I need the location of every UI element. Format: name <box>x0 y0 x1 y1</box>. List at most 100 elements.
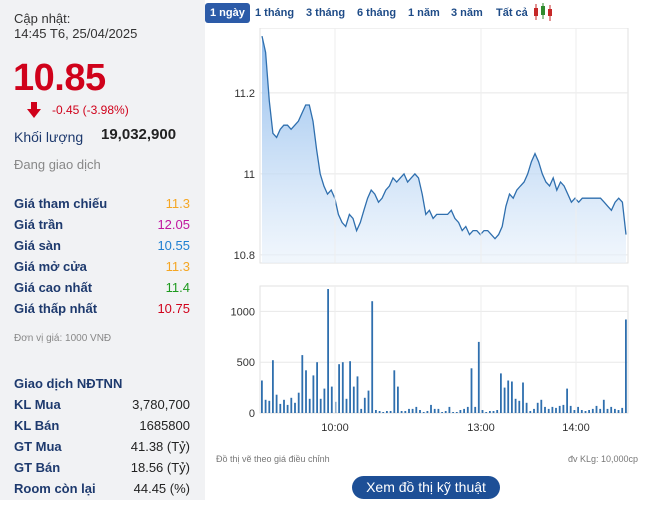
row-label: Giá tham chiếu <box>14 196 108 211</box>
volume-bar <box>580 410 583 413</box>
volume-bar <box>474 406 477 413</box>
row-label: KL Mua <box>14 397 61 412</box>
volume-bar <box>338 364 340 413</box>
current-price: 10.85 <box>13 57 106 99</box>
price-tick-label: 10.8 <box>234 250 255 262</box>
tab-1-year[interactable]: 1 năm <box>408 7 440 19</box>
price-panel: 11.2 11 10.8 <box>234 28 629 264</box>
volume-bar <box>558 405 561 413</box>
row-value: 10.75 <box>157 301 190 316</box>
volume-bar <box>621 407 624 413</box>
row-label: Room còn lại <box>14 481 96 496</box>
volume-bar <box>547 408 550 413</box>
volume-bar <box>393 370 396 413</box>
volume-bar <box>599 408 602 413</box>
volume-value: 19,032,900 <box>101 126 177 143</box>
volume-tick-label: 0 <box>249 408 255 420</box>
volume-bar <box>319 398 322 413</box>
price-change: -0.45 (-3.98%) <box>52 103 129 117</box>
volume-bar <box>614 408 616 413</box>
row-label: KL Bán <box>14 418 60 433</box>
tab-3-years[interactable]: 3 năm <box>451 7 483 19</box>
volume-bar <box>602 399 605 413</box>
foreign-trading-title: Giao dịch NĐTNN <box>14 376 123 391</box>
row-label: Giá trần <box>14 217 64 232</box>
volume-bar <box>323 388 326 413</box>
volume-bar <box>551 406 554 413</box>
tab-3-months[interactable]: 3 tháng <box>306 7 346 19</box>
volume-bar <box>375 410 377 413</box>
price-area <box>262 36 626 263</box>
volume-bar <box>275 394 278 413</box>
volume-tick-label: 500 <box>237 357 255 369</box>
row-value: 10.55 <box>157 238 190 253</box>
volume-bar <box>371 301 374 413</box>
tab-all[interactable]: Tất cả <box>496 7 528 19</box>
volume-bar <box>529 411 532 413</box>
price-tick-label: 11 <box>244 169 255 181</box>
volume-bar <box>511 381 513 413</box>
volume-bar <box>341 362 344 413</box>
view-technical-chart-button[interactable]: Xem đồ thị kỹ thuật <box>352 476 500 499</box>
volume-bar <box>264 399 267 413</box>
volume-bar <box>437 408 440 413</box>
volume-label: Khối lượng <box>14 129 84 145</box>
volume-bar <box>411 408 414 413</box>
volume-bar <box>459 410 462 413</box>
volume-bar <box>268 400 271 413</box>
tab-1-day[interactable]: 1 ngày <box>205 3 250 23</box>
volume-bar <box>584 411 587 413</box>
volume-bar <box>625 319 627 413</box>
volume-bar <box>352 386 355 413</box>
row-value: 44.45 (%) <box>133 481 190 496</box>
row-label: GT Mua <box>14 439 62 454</box>
volume-bar <box>463 408 465 413</box>
volume-bar <box>544 406 546 413</box>
volume-bar <box>305 370 307 413</box>
price-line <box>261 35 627 240</box>
volume-bar <box>448 406 451 413</box>
volume-bar <box>419 410 421 413</box>
row-value: 1685800 <box>139 418 190 433</box>
price-unit-note: Đơn vị giá: 1000 VNĐ <box>14 333 112 344</box>
volume-bar <box>400 411 403 413</box>
volume-bar <box>536 402 539 413</box>
volume-bar <box>297 392 300 413</box>
volume-bar <box>496 410 499 413</box>
volume-bar <box>606 408 609 413</box>
volume-bar <box>290 397 293 413</box>
candlestick-icon[interactable] <box>532 2 554 22</box>
volume-bar <box>481 410 484 413</box>
volume-bar <box>466 406 469 413</box>
tab-6-months[interactable]: 6 tháng <box>357 7 397 19</box>
volume-bar <box>617 410 620 413</box>
volume-bar <box>272 360 274 413</box>
volume-bar <box>503 387 506 413</box>
row-value: 3,780,700 <box>132 397 190 412</box>
volume-bar <box>360 408 363 413</box>
row-value: 11.3 <box>165 259 190 274</box>
volume-bar <box>455 412 458 413</box>
volume-bar <box>489 411 491 413</box>
tab-1-month[interactable]: 1 tháng <box>255 7 295 19</box>
volume-unit-note: đv KLg: 10,000cp <box>567 454 638 464</box>
volume-bar <box>308 398 311 413</box>
volume-bar <box>518 400 521 413</box>
volume-bar <box>525 402 528 413</box>
volume-bar <box>573 410 576 413</box>
volume-bar <box>555 407 557 413</box>
volume-bar <box>426 411 429 413</box>
volume-bar <box>367 390 370 413</box>
volume-bar <box>477 341 480 413</box>
volume-bar <box>382 412 385 413</box>
price-tick-label: 11.2 <box>234 88 255 100</box>
volume-bar <box>433 408 436 413</box>
volume-panel-frame <box>259 285 629 414</box>
volume-bar <box>312 375 315 413</box>
volume-bar <box>404 411 407 413</box>
row-value: 12.05 <box>157 217 190 232</box>
row-value: 41.38 (Tỷ) <box>130 439 190 454</box>
volume-bar <box>327 289 329 413</box>
volume-bar <box>470 368 473 413</box>
volume-bar <box>261 380 263 413</box>
